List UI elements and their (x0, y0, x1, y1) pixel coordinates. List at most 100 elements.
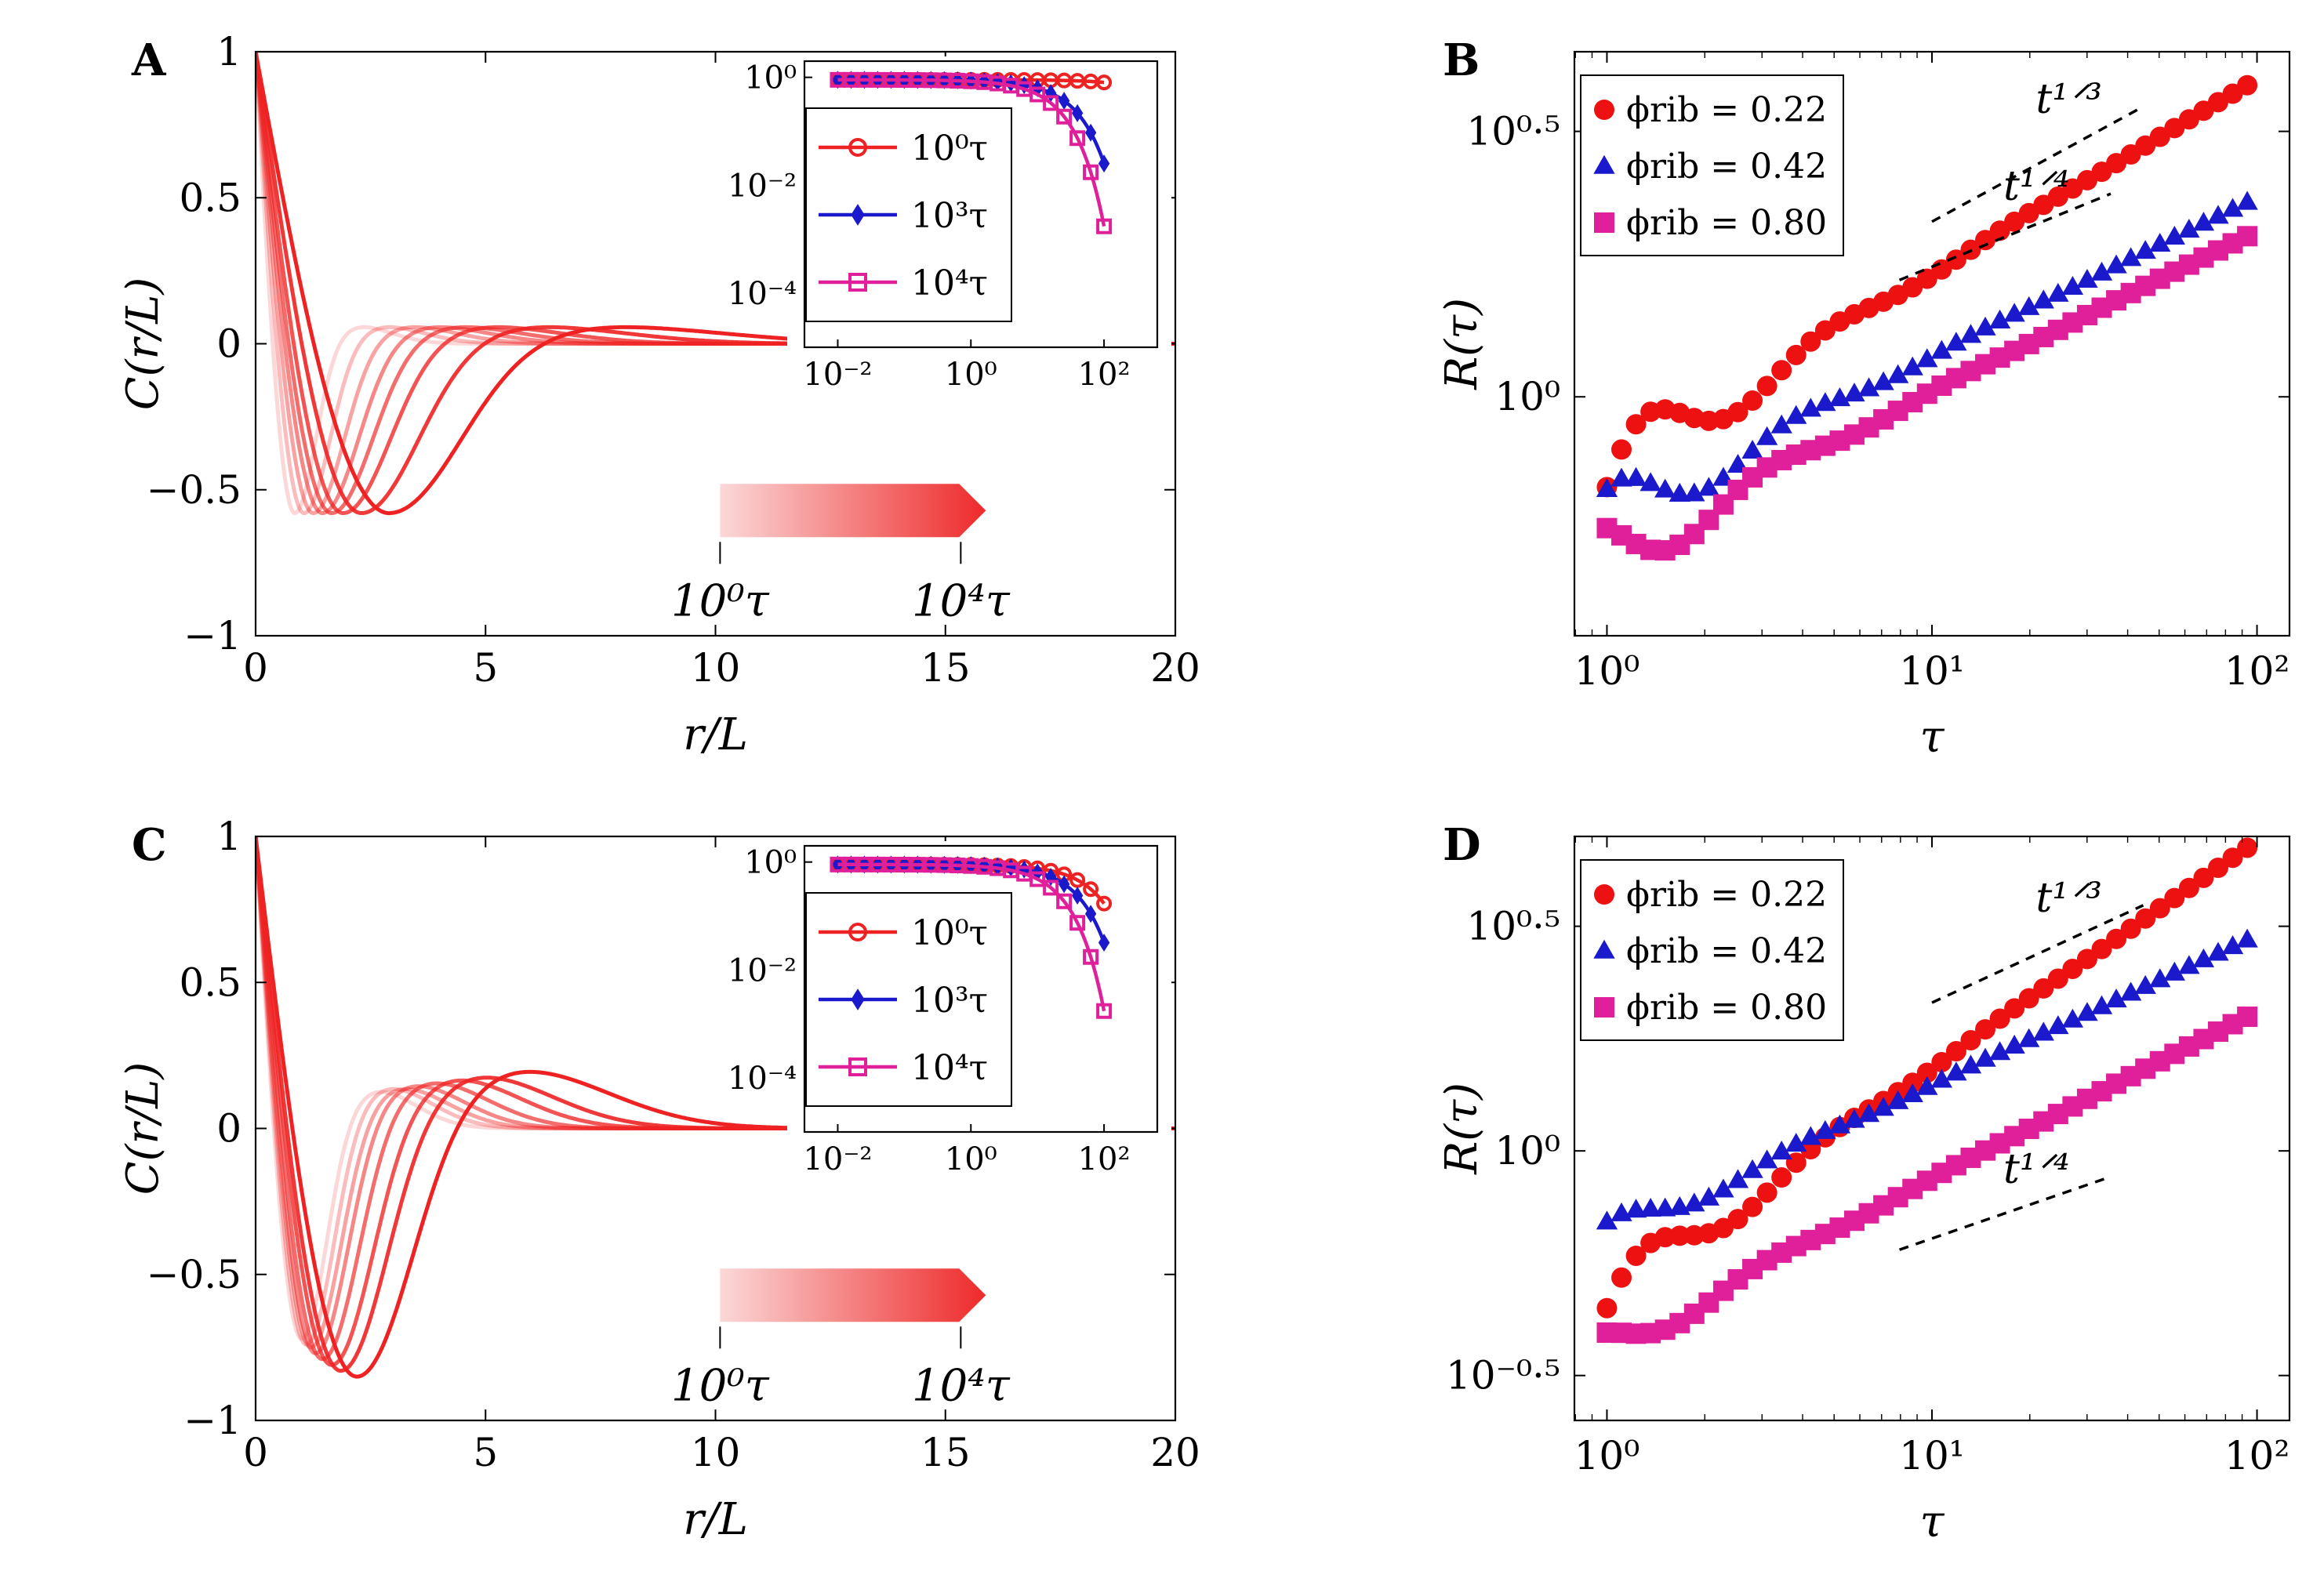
y-tick-label: 10⁻⁰·⁵ (1446, 1353, 1560, 1398)
marker-diamond (1058, 92, 1070, 111)
marker-triangle (1887, 364, 1909, 383)
panel-label: A (131, 34, 167, 86)
marker-diamond (1098, 934, 1110, 952)
y-axis-label: C(r/L) (118, 1062, 169, 1195)
marker-circle (1625, 414, 1647, 435)
panel-label: B (1443, 34, 1480, 86)
marker-triangle (1770, 1141, 1792, 1160)
inset-frame (803, 60, 1159, 349)
marker-circle (1960, 1029, 1981, 1050)
marker-triangle (1988, 1041, 2011, 1061)
colorbar-to-label: 10⁴τ (912, 1360, 1011, 1411)
inset-x-tick-label: 10² (1078, 357, 1131, 393)
slope-line (1898, 1175, 2112, 1251)
legend-label: 10⁴τ (911, 1048, 988, 1088)
marker-circle (2237, 837, 2258, 858)
marker-circle (2178, 877, 2199, 898)
marker-circle (1931, 1051, 1952, 1072)
marker-triangle (1930, 1068, 1952, 1088)
legend-label: ϕrib = 0.22 (1626, 875, 1827, 915)
marker-triangle (1610, 467, 1632, 487)
legend-label: ϕrib = 0.80 (1626, 203, 1827, 243)
marker-circle (1975, 1019, 1996, 1040)
inset-x-tick-label: 10² (1078, 1141, 1131, 1177)
marker-triangle (2134, 240, 2156, 259)
marker-circle (2207, 857, 2228, 878)
marker-diamond (851, 204, 865, 226)
x-tick-label: 10 (691, 645, 741, 691)
panel-D: t¹ᐟ³ t¹ᐟ⁴ 10⁰ 10¹ 10² 10⁰·⁵ 10⁰ 10⁻⁰·⁵ τ R(τ) Dϕri… (1436, 819, 2291, 1547)
marker-triangle (1916, 1076, 1938, 1095)
marker-circle (2047, 968, 2068, 989)
marker-circle (1727, 401, 1748, 423)
marker-triangle (1683, 1192, 1705, 1212)
marker-circle (2033, 978, 2054, 999)
marker-triangle (2207, 941, 2229, 961)
marker-triangle (2090, 261, 2113, 281)
marker-circle (2076, 949, 2097, 970)
marker-triangle (2119, 981, 2142, 1001)
marker-circle (1594, 100, 1614, 120)
legend-label: 10⁴τ (911, 263, 988, 303)
y-tick-label: −0.5 (147, 467, 241, 513)
x-tick-label: 20 (1150, 1430, 1200, 1475)
marker-triangle (1698, 477, 1720, 496)
marker-circle (1989, 1008, 2010, 1029)
marker-triangle (1872, 371, 1894, 390)
inset-x-tick-label: 10⁰ (945, 1141, 997, 1177)
y-tick-label: −0.5 (147, 1252, 241, 1297)
legend-label: 10⁰τ (911, 913, 988, 953)
marker-triangle (2221, 198, 2244, 217)
marker-circle (2018, 988, 2039, 1009)
marker-triangle (1814, 392, 1836, 412)
marker-circle (2120, 918, 2141, 939)
marker-circle (1611, 1267, 1632, 1288)
marker-triangle (2061, 276, 2084, 296)
y-tick-label: 0.5 (179, 959, 241, 1005)
marker-triangle (1843, 383, 1865, 402)
marker-diamond (1071, 103, 1084, 122)
marker-circle (1742, 390, 1763, 412)
x-tick-label: 10⁰ (1574, 1433, 1640, 1478)
marker-square (1083, 164, 1099, 180)
slope-line (1898, 192, 2112, 281)
marker-triangle (2192, 948, 2215, 967)
marker-triangle (2149, 233, 2171, 252)
marker-circle (2135, 908, 2156, 929)
marker-square (2237, 226, 2258, 247)
marker-triangle (1669, 482, 1690, 502)
marker-square (2237, 1007, 2258, 1028)
y-tick-label: 0.5 (179, 175, 241, 220)
slope-label: t¹ᐟ⁴ (2003, 163, 2070, 210)
marker-triangle (1785, 1133, 1807, 1152)
marker-triangle (1640, 1197, 1661, 1217)
marker-square (1594, 997, 1614, 1018)
y-axis-label: R(τ) (1436, 298, 1487, 390)
marker-triangle (1625, 466, 1647, 486)
marker-diamond (1084, 123, 1097, 142)
marker-circle (1096, 895, 1113, 912)
x-tick-label: 10⁰ (1574, 648, 1640, 694)
points (1596, 74, 2258, 561)
marker-triangle (2047, 282, 2069, 302)
marker-triangle (1974, 316, 1996, 336)
marker-triangle (1727, 1169, 1749, 1188)
marker-square (1056, 893, 1073, 909)
inset-y-tick-label: 10⁻⁴ (728, 1061, 797, 1097)
x-tick-label: 0 (243, 1430, 268, 1475)
marker-circle (1785, 344, 1807, 365)
panel-label: C (132, 819, 167, 871)
y-tick-label: 1 (216, 814, 241, 859)
marker-triangle (2018, 1028, 2040, 1047)
marker-triangle (2090, 995, 2113, 1014)
colorbar-from-label: 10⁰τ (671, 575, 770, 626)
x-axis-label: r/L (683, 709, 748, 760)
marker-triangle (1959, 1054, 1982, 1074)
marker-triangle (2076, 1002, 2098, 1021)
marker-triangle (1930, 339, 1952, 359)
marker-square (1069, 130, 1086, 147)
marker-circle (848, 138, 867, 157)
marker-triangle (1916, 348, 1938, 368)
marker-triangle (1596, 1210, 1618, 1230)
